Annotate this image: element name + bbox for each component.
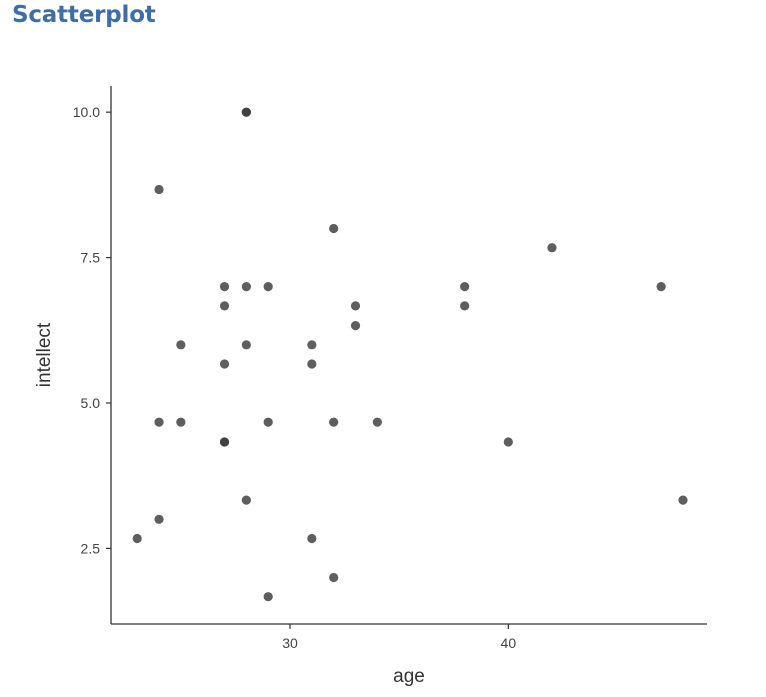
x-tick-label: 30 <box>282 635 298 651</box>
data-point <box>503 437 513 447</box>
data-point <box>154 184 164 195</box>
ticks: 30 40 2.5 5.0 7.5 10.0 <box>73 104 517 651</box>
data-point <box>329 223 339 234</box>
data-point <box>656 282 666 292</box>
y-tick-label: 5.0 <box>81 395 101 411</box>
data-points <box>132 107 688 602</box>
data-point <box>547 243 557 253</box>
x-tick-label: 40 <box>501 635 517 651</box>
data-point <box>219 437 230 447</box>
page-title: Scatterplot <box>12 2 156 28</box>
data-point <box>263 592 273 602</box>
data-point <box>176 417 186 427</box>
data-point <box>241 495 251 505</box>
data-point <box>154 514 164 524</box>
data-point <box>350 301 361 311</box>
data-point <box>350 321 361 331</box>
data-point <box>263 282 273 292</box>
data-point <box>132 533 142 544</box>
data-point <box>329 572 339 583</box>
y-axis-title: intellect <box>34 322 55 387</box>
data-point <box>219 301 230 311</box>
y-tick-label: 10.0 <box>73 104 100 120</box>
data-point <box>460 301 470 311</box>
data-point <box>460 282 470 292</box>
data-point <box>307 340 317 350</box>
y-tick-label: 7.5 <box>81 250 101 266</box>
y-tick-label: 2.5 <box>81 540 101 556</box>
data-point <box>219 359 230 369</box>
data-point <box>263 417 273 427</box>
data-point <box>154 417 164 427</box>
data-point <box>241 282 251 292</box>
data-point <box>307 533 317 544</box>
data-point <box>372 417 382 427</box>
axes <box>110 86 707 625</box>
data-point <box>307 359 317 369</box>
data-point <box>329 417 339 427</box>
data-point <box>241 340 251 350</box>
data-point <box>678 495 688 505</box>
x-axis-title: age <box>393 666 425 687</box>
data-point <box>219 282 230 292</box>
data-point <box>241 107 251 117</box>
data-point <box>176 340 186 350</box>
